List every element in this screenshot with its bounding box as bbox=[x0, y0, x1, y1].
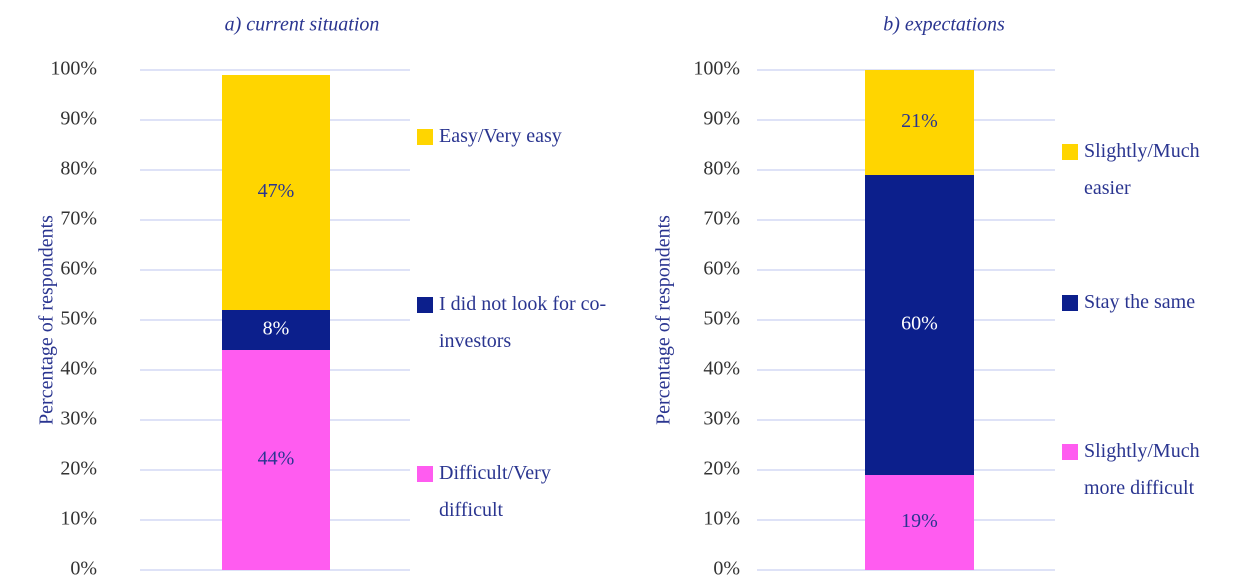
legend-item: Slightly/Much more difficult bbox=[1062, 433, 1242, 507]
legend-swatch bbox=[1062, 295, 1078, 311]
y-tick-label: 0% bbox=[713, 558, 740, 580]
y-tick-label: 90% bbox=[703, 108, 740, 130]
y-tick-label: 20% bbox=[703, 458, 740, 480]
legend-label: Slightly/Much easier bbox=[1084, 140, 1200, 199]
legend-item: Difficult/Very difficult bbox=[417, 455, 607, 529]
legend-swatch bbox=[1062, 444, 1078, 460]
y-tick-label: 60% bbox=[703, 258, 740, 280]
value-label: 8% bbox=[263, 318, 290, 340]
y-tick-label: 90% bbox=[60, 108, 97, 130]
legend-swatch bbox=[417, 129, 433, 145]
bar-segment bbox=[865, 175, 974, 475]
legend-item: I did not look for co-investors bbox=[417, 286, 607, 360]
legend-swatch bbox=[417, 466, 433, 482]
legend-item: Stay the same bbox=[1062, 284, 1242, 321]
y-tick-label: 40% bbox=[703, 358, 740, 380]
value-label: 44% bbox=[258, 448, 295, 470]
bar-segment bbox=[865, 70, 974, 175]
y-tick-label: 10% bbox=[703, 508, 740, 530]
bar-segment bbox=[222, 310, 330, 350]
y-axis-label: Percentage of respondents bbox=[36, 215, 58, 425]
y-tick-label: 100% bbox=[50, 58, 97, 80]
legend-label: Difficult/Very difficult bbox=[439, 462, 551, 521]
y-tick-label: 40% bbox=[60, 358, 97, 380]
bar-segment bbox=[222, 75, 330, 310]
chart-title: b) expectations bbox=[883, 14, 1005, 36]
bar-segment bbox=[222, 350, 330, 570]
bar-segment bbox=[865, 475, 974, 570]
y-tick-label: 100% bbox=[693, 58, 740, 80]
y-axis-label: Percentage of respondents bbox=[653, 215, 675, 425]
legend-label: Stay the same bbox=[1084, 291, 1196, 313]
y-tick-label: 20% bbox=[60, 458, 97, 480]
y-tick-label: 0% bbox=[70, 558, 97, 580]
y-tick-label: 70% bbox=[60, 208, 97, 230]
value-label: 60% bbox=[901, 313, 938, 335]
y-tick-label: 10% bbox=[60, 508, 97, 530]
value-label: 19% bbox=[901, 510, 938, 532]
legend-label: Slightly/Much more difficult bbox=[1084, 440, 1200, 499]
y-tick-label: 80% bbox=[703, 158, 740, 180]
legend-item: Slightly/Much easier bbox=[1062, 133, 1242, 207]
legend-swatch bbox=[417, 297, 433, 313]
y-tick-label: 50% bbox=[60, 308, 97, 330]
y-tick-label: 80% bbox=[60, 158, 97, 180]
legend-item: Easy/Very easy bbox=[417, 118, 607, 155]
y-tick-label: 60% bbox=[60, 258, 97, 280]
chart-title: a) current situation bbox=[225, 14, 380, 36]
legend-label: Easy/Very easy bbox=[439, 125, 562, 147]
legend-swatch bbox=[1062, 144, 1078, 160]
legend-label: I did not look for co-investors bbox=[439, 293, 607, 352]
y-tick-label: 70% bbox=[703, 208, 740, 230]
y-tick-label: 30% bbox=[703, 408, 740, 430]
value-label: 47% bbox=[258, 180, 295, 202]
y-tick-label: 30% bbox=[60, 408, 97, 430]
y-tick-label: 50% bbox=[703, 308, 740, 330]
value-label: 21% bbox=[901, 110, 938, 132]
